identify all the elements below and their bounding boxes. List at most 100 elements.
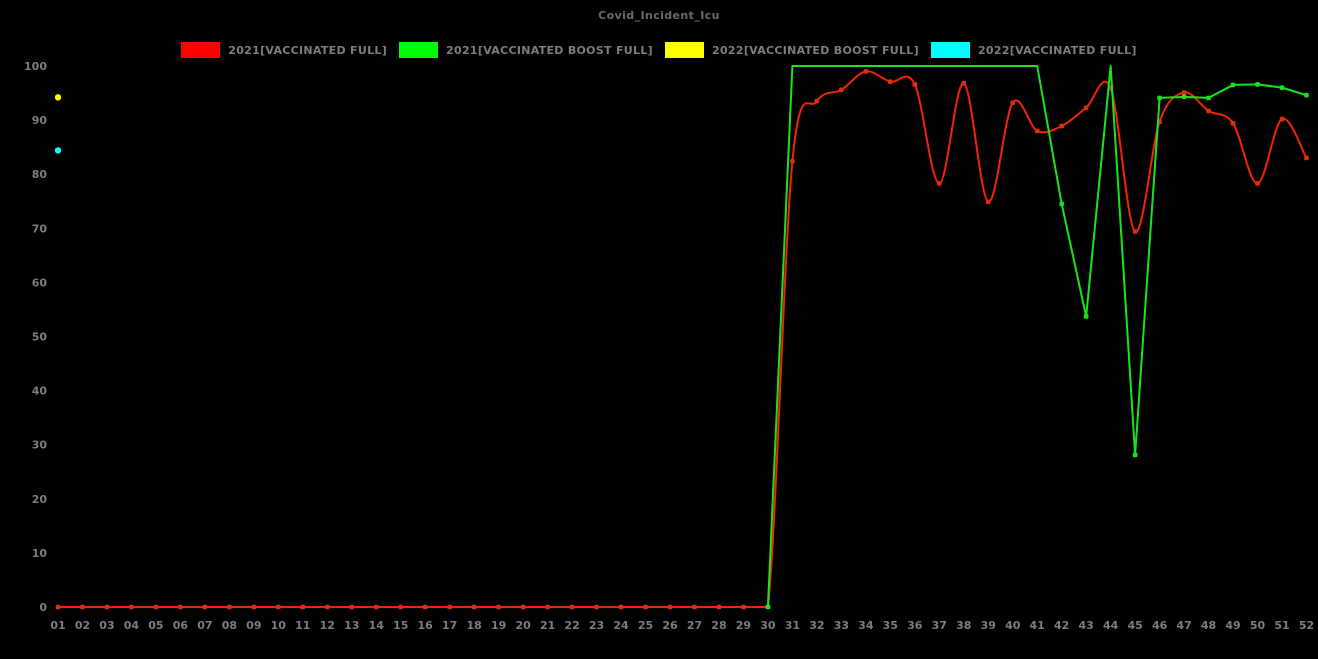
2021-vaccinated-full-data-point-marker bbox=[178, 604, 183, 610]
x-axis-tick-label: 36 bbox=[907, 619, 923, 632]
2021-vaccinated-boost-full-line bbox=[766, 65, 1307, 608]
2021-vaccinated-full-swatch-icon bbox=[181, 42, 221, 58]
2021-vaccinated-full-data-point-marker bbox=[227, 604, 232, 610]
x-axis-tick-label: 10 bbox=[271, 619, 287, 632]
2021-vaccinated-full-data-point-marker bbox=[618, 604, 624, 610]
2021-vaccinated-full-data-point-marker bbox=[569, 604, 575, 610]
legend: 2021[VACCINATED FULL] 2021[VACCINATED BOO… bbox=[0, 40, 1318, 60]
2021-vaccinated-boost-full-data-point-marker bbox=[1255, 82, 1260, 87]
x-axis-tick-label: 41 bbox=[1030, 619, 1045, 632]
2021-vaccinated-full-data-point-marker bbox=[324, 604, 330, 610]
legend-item-2022-vaccinated-boost-full: 2022[VACCINATED BOOST FULL] bbox=[665, 42, 919, 58]
2021-vaccinated-full-data-point-marker bbox=[667, 604, 673, 610]
2021-vaccinated-boost-full-data-point-marker bbox=[1304, 92, 1309, 98]
x-axis-tick-label: 13 bbox=[344, 619, 359, 632]
series-2021-vaccinated-full bbox=[55, 69, 1309, 610]
2021-vaccinated-full-data-point-marker bbox=[153, 604, 159, 610]
x-axis-tick-label: 42 bbox=[1054, 619, 1069, 632]
2021-vaccinated-boost-full-data-point-marker bbox=[1059, 201, 1064, 207]
2021-vaccinated-full-data-point-marker bbox=[1132, 229, 1138, 234]
2021-vaccinated-full-data-point-marker bbox=[716, 604, 722, 610]
y-axis-tick-label: 10 bbox=[32, 547, 48, 560]
2021-vaccinated-full-data-point-marker bbox=[741, 604, 746, 610]
x-axis-tick-label: 19 bbox=[491, 619, 506, 632]
2021-vaccinated-boost-full-data-point-marker bbox=[1206, 95, 1211, 101]
x-axis-tick-label: 28 bbox=[711, 619, 726, 632]
2021-vaccinated-full-data-point-marker bbox=[1206, 108, 1211, 114]
x-axis-tick-label: 02 bbox=[75, 619, 90, 632]
2021-vaccinated-full-data-point-marker bbox=[55, 604, 61, 610]
x-axis-tick-label: 14 bbox=[369, 619, 385, 632]
2021-vaccinated-full-data-point-marker bbox=[496, 604, 501, 610]
2021-vaccinated-full-data-point-marker bbox=[936, 181, 942, 186]
2021-vaccinated-full-data-point-marker bbox=[471, 604, 477, 610]
2021-vaccinated-full-data-point-marker bbox=[1181, 90, 1187, 95]
2021-vaccinated-boost-full-swatch-icon bbox=[399, 42, 439, 58]
2021-vaccinated-full-data-point-marker bbox=[863, 69, 869, 74]
x-axis-tick-label: 48 bbox=[1201, 619, 1216, 632]
2021-vaccinated-full-data-point-marker bbox=[1279, 116, 1285, 122]
2021-vaccinated-full-data-point-marker bbox=[790, 158, 795, 164]
series-2022-vaccinated-boost-full bbox=[54, 94, 62, 101]
2021-vaccinated-full-data-point-marker bbox=[300, 604, 306, 610]
x-axis-tick-label: 51 bbox=[1274, 619, 1289, 632]
2021-vaccinated-full-data-point-marker bbox=[520, 604, 526, 610]
x-axis-tick-label: 33 bbox=[834, 619, 849, 632]
2021-vaccinated-full-data-point-marker bbox=[349, 604, 355, 610]
y-axis-tick-label: 40 bbox=[32, 385, 48, 398]
x-axis-tick-label: 25 bbox=[638, 619, 653, 632]
x-axis-tick-label: 44 bbox=[1103, 619, 1119, 632]
y-axis-tick-label: 20 bbox=[32, 493, 48, 506]
2021-vaccinated-full-data-point-marker bbox=[839, 87, 844, 93]
x-axis-tick-label: 47 bbox=[1176, 619, 1191, 632]
x-axis-tick-label: 31 bbox=[785, 619, 800, 632]
legend-label: 2022[VACCINATED BOOST FULL] bbox=[712, 43, 919, 57]
legend-label: 2021[VACCINATED BOOST FULL] bbox=[446, 43, 653, 57]
2021-vaccinated-boost-full-data-point-marker bbox=[765, 604, 771, 610]
x-axis-tick-label: 52 bbox=[1299, 619, 1314, 632]
2021-vaccinated-full-data-point-marker bbox=[422, 604, 428, 610]
2021-vaccinated-full-data-point-marker bbox=[545, 604, 550, 610]
2021-vaccinated-full-data-point-marker bbox=[692, 604, 697, 610]
2021-vaccinated-full-data-point-marker bbox=[1034, 128, 1040, 134]
2022-vaccinated-boost-full-swatch-icon bbox=[665, 42, 704, 58]
2021-vaccinated-full-data-point-marker bbox=[1304, 155, 1309, 161]
2021-vaccinated-full-data-point-marker bbox=[1010, 100, 1016, 106]
y-axis-tick-label: 100 bbox=[24, 60, 47, 73]
x-axis-tick-label: 39 bbox=[981, 619, 996, 632]
x-axis-tick-label: 49 bbox=[1225, 619, 1240, 632]
y-axis-tick-label: 90 bbox=[32, 114, 48, 127]
x-axis-tick-label: 46 bbox=[1152, 619, 1168, 632]
x-axis-tick-label: 07 bbox=[197, 619, 212, 632]
x-axis-tick-label: 21 bbox=[540, 619, 555, 632]
2021-vaccinated-boost-full-data-point-marker bbox=[1279, 85, 1285, 90]
series-2021-vaccinated-boost-full bbox=[765, 65, 1309, 610]
x-axis-tick-label: 22 bbox=[564, 619, 579, 632]
x-axis-tick-label: 27 bbox=[687, 619, 702, 632]
2021-vaccinated-full-data-point-marker bbox=[398, 604, 404, 610]
2021-vaccinated-full-data-point-marker bbox=[1230, 121, 1236, 126]
2021-vaccinated-full-data-point-marker bbox=[80, 604, 85, 610]
x-axis-tick-label: 18 bbox=[467, 619, 482, 632]
x-axis-tick-label: 15 bbox=[393, 619, 408, 632]
x-axis-tick-label: 29 bbox=[736, 619, 751, 632]
x-axis-tick-label: 03 bbox=[99, 619, 114, 632]
series-2022-vaccinated-full bbox=[54, 147, 62, 154]
x-axis-tick-label: 45 bbox=[1127, 619, 1142, 632]
y-axis-tick-label: 70 bbox=[32, 222, 48, 235]
x-axis-tick-label: 26 bbox=[662, 619, 678, 632]
x-axis-tick-label: 50 bbox=[1250, 619, 1266, 632]
y-axis-tick-label: 60 bbox=[32, 276, 48, 289]
2021-vaccinated-full-data-point-marker bbox=[912, 82, 918, 87]
x-axis-tick-label: 12 bbox=[320, 619, 335, 632]
2021-vaccinated-full-data-point-marker bbox=[104, 604, 110, 610]
2021-vaccinated-full-data-point-marker bbox=[373, 604, 379, 610]
2021-vaccinated-full-data-point-marker bbox=[1255, 181, 1260, 186]
legend-label: 2021[VACCINATED FULL] bbox=[228, 43, 388, 57]
2021-vaccinated-full-data-point-marker bbox=[129, 604, 134, 610]
x-axis-tick-label: 38 bbox=[956, 619, 971, 632]
2021-vaccinated-full-data-point-marker bbox=[594, 604, 599, 610]
legend-item-2021-vaccinated-boost-full: 2021[VACCINATED BOOST FULL] bbox=[399, 42, 653, 58]
x-axis-tick-label: 01 bbox=[50, 619, 65, 632]
